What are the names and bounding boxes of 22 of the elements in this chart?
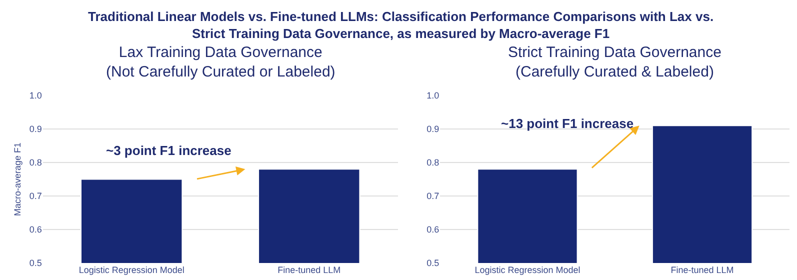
y-axis-title: Macro-average F1 [12,142,23,216]
x-tick-label: Fine-tuned LLM [670,265,734,276]
y-tick-label: 0.6 [29,224,42,235]
y-tick-label: 0.8 [426,158,440,168]
chart-subtitle: Strict Training Data Governance (Carefully Curated & Labeled) [508,44,722,80]
y-tick-label: 1.0 [29,90,42,101]
y-tick-label: 0.5 [29,258,42,268]
x-tick-label: Fine-tuned LLM [278,265,341,276]
y-tick-label: 0.9 [426,124,440,134]
chart-title: Traditional Linear Models vs. Fine-tuned LLMs: Classification Performance Comparisons with Lax vs. Strict Training Data Governance, as measured by Macro-average F1 [88,9,714,41]
x-tick-label: Logistic Regression Model [474,265,580,276]
x-tick-label: Logistic Regression Model [78,265,184,276]
y-tick-label: 1.0 [426,90,440,101]
y-tick-label: 0.8 [29,158,42,168]
y-tick-label: 0.9 [29,124,42,134]
annotation: ~3 point F1 increase [106,143,232,158]
annotation: ~13 point F1 increase [501,116,634,131]
chart-subtitle: Lax Training Data Governance (Not Carefully Curated or Labeled) [106,44,336,80]
y-tick-label: 0.7 [29,191,42,202]
y-tick-label: 0.7 [426,191,440,202]
y-tick-label: 0.6 [426,224,440,235]
y-tick-label: 0.5 [426,258,440,268]
